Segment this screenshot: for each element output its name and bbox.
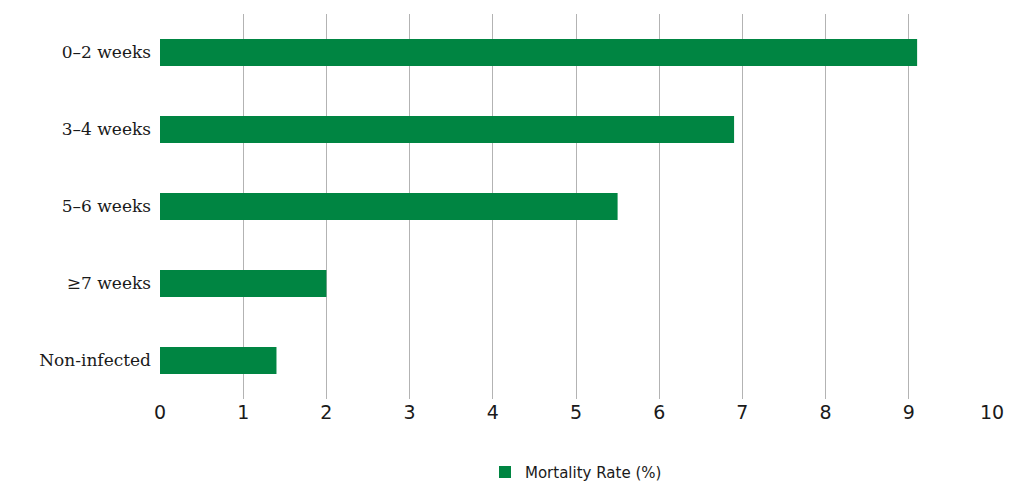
svg-text:5: 5 bbox=[570, 401, 582, 423]
svg-text:1: 1 bbox=[237, 401, 249, 423]
svg-text:6: 6 bbox=[653, 401, 665, 423]
svg-text:4: 4 bbox=[487, 401, 499, 423]
svg-text:≥7 weeks: ≥7 weeks bbox=[67, 273, 151, 293]
svg-text:8: 8 bbox=[820, 401, 832, 423]
svg-text:9: 9 bbox=[903, 401, 915, 423]
svg-text:0: 0 bbox=[154, 401, 166, 423]
svg-text:0–2 weeks: 0–2 weeks bbox=[62, 42, 151, 62]
svg-text:Mortality Rate (%): Mortality Rate (%) bbox=[525, 464, 661, 482]
svg-text:5–6 weeks: 5–6 weeks bbox=[62, 196, 151, 216]
svg-text:3–4 weeks: 3–4 weeks bbox=[62, 119, 151, 139]
svg-text:3: 3 bbox=[404, 401, 416, 423]
svg-text:7: 7 bbox=[736, 401, 748, 423]
svg-text:2: 2 bbox=[320, 401, 332, 423]
svg-text:10: 10 bbox=[980, 401, 1004, 423]
svg-text:Non-infected: Non-infected bbox=[39, 350, 151, 370]
